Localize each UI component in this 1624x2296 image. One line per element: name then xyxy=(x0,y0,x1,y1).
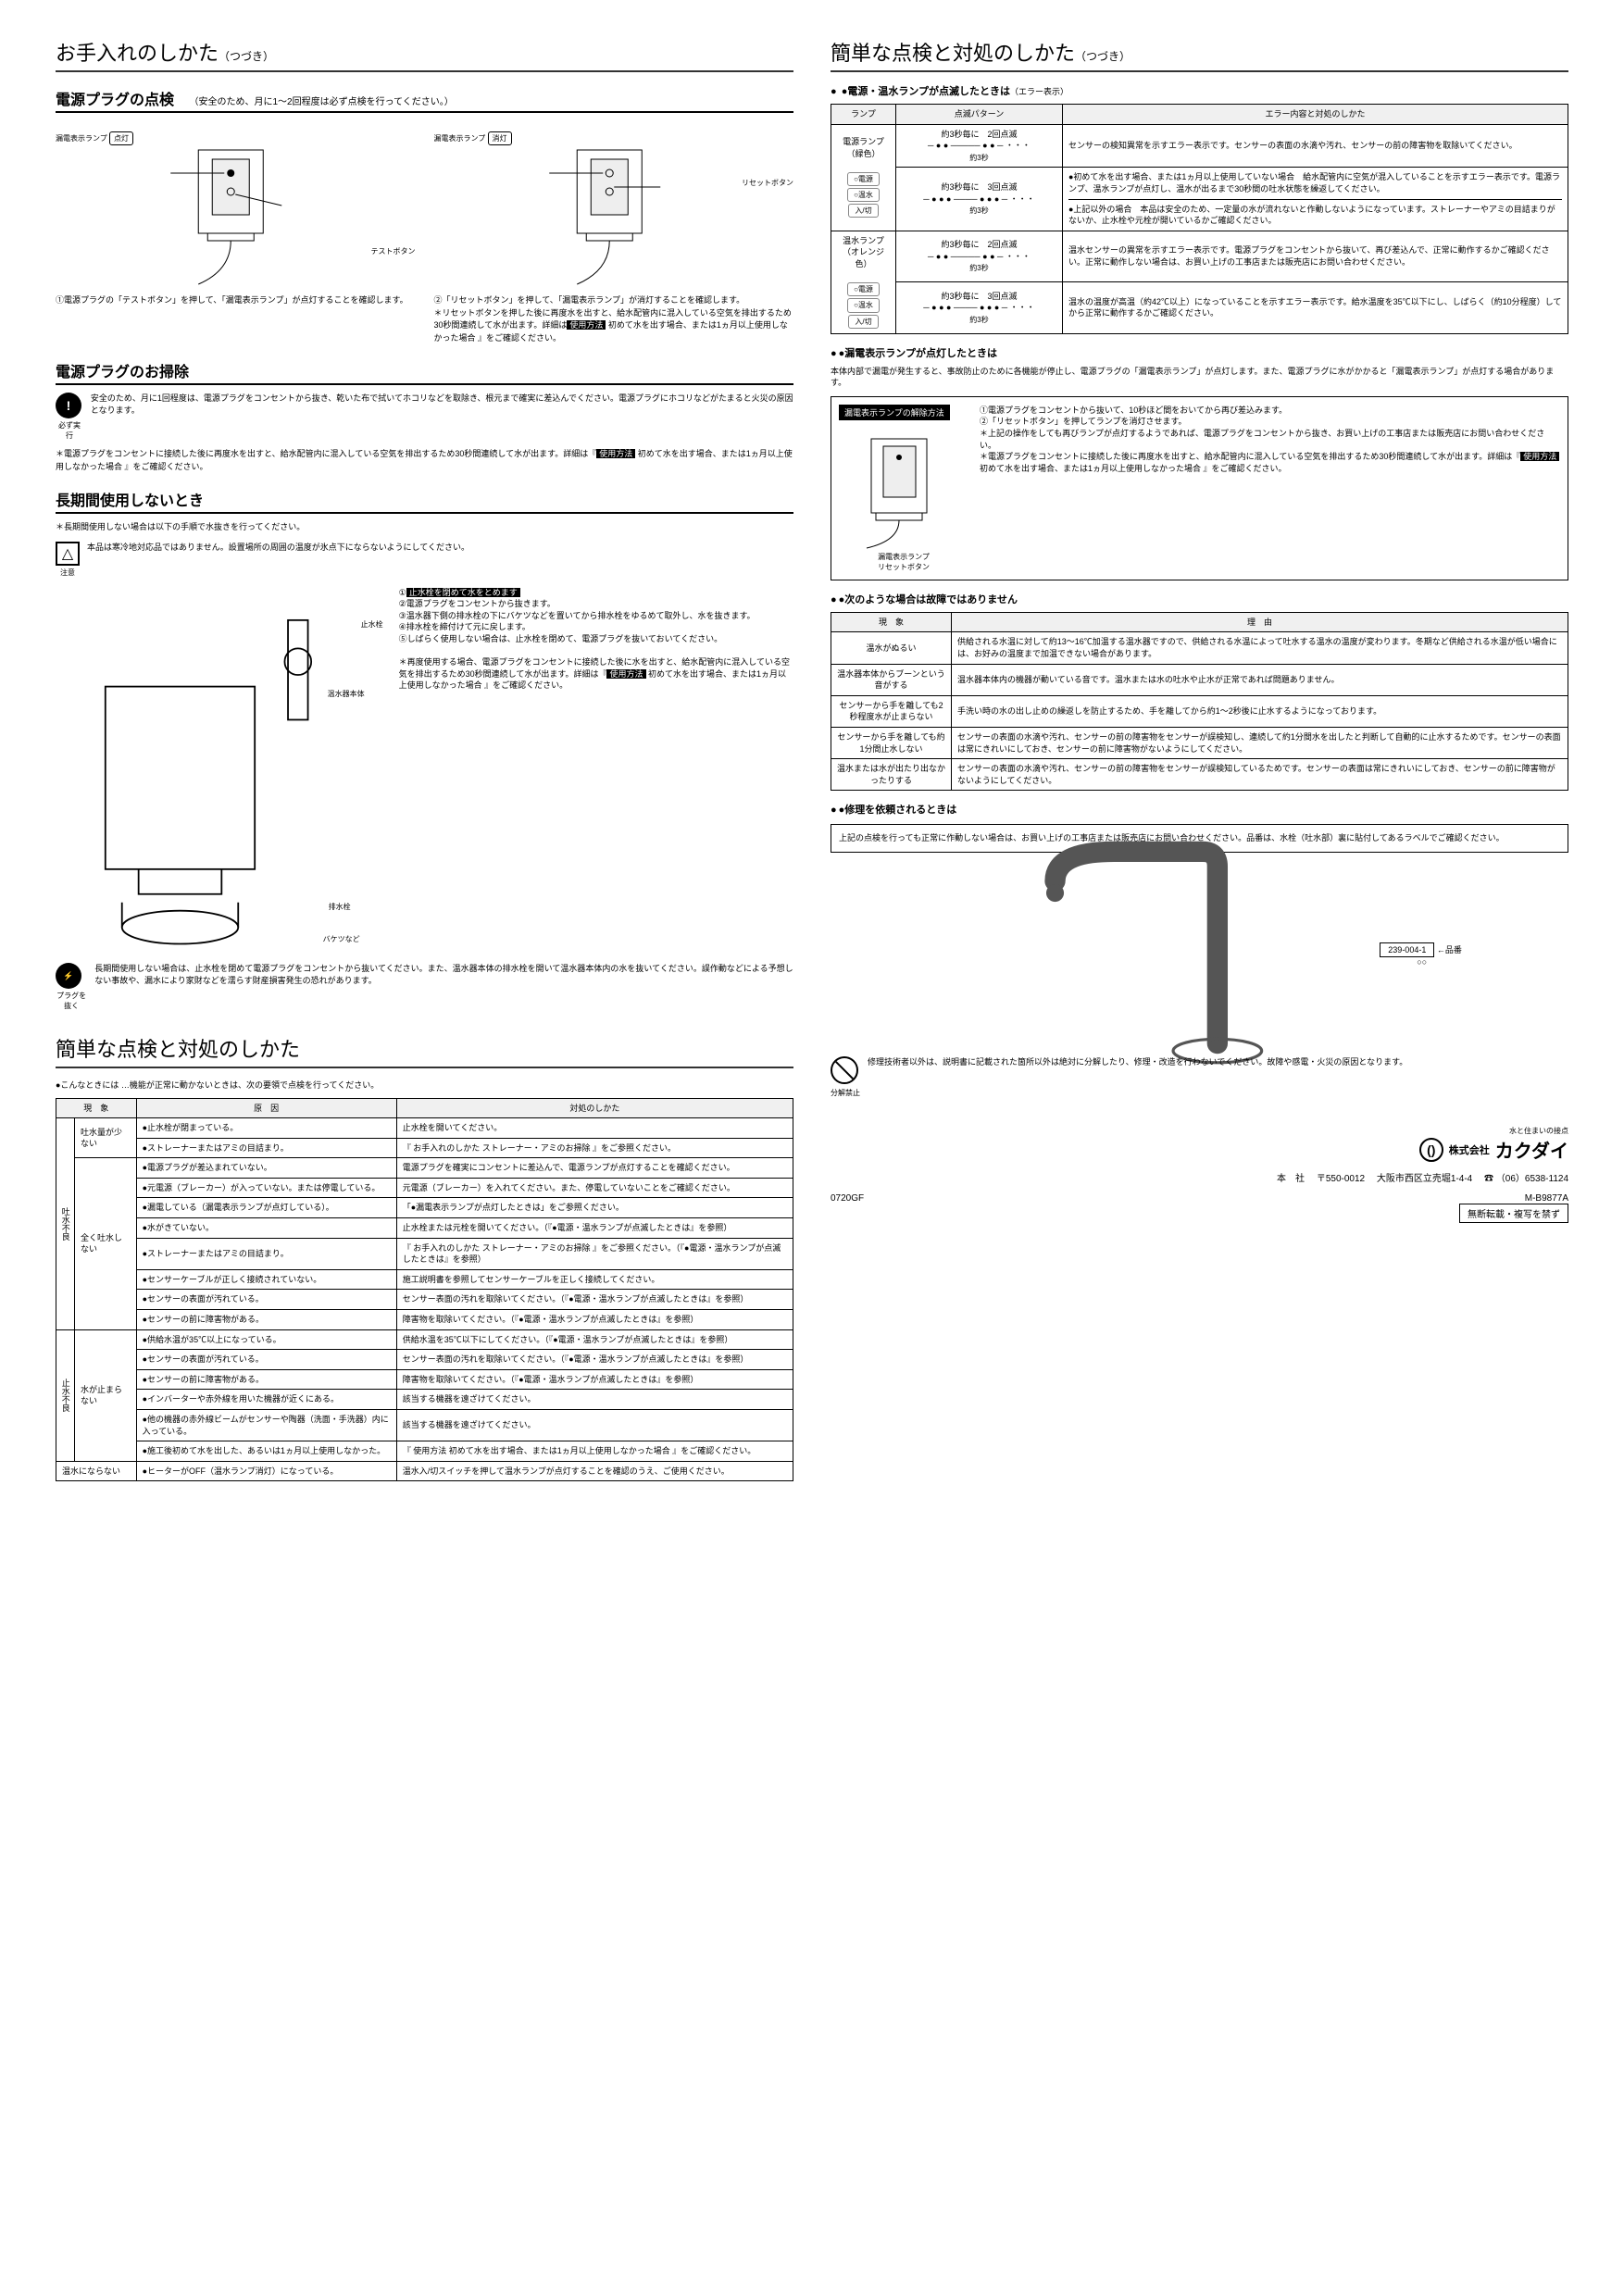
troubleshoot-table: 現 象 原 因 対処のしかた 吐水不良 吐水量が少ない ●止水栓が閉まっている。… xyxy=(56,1098,793,1482)
right-title: 簡単な点検と対処のしかた（つづき） xyxy=(831,37,1568,72)
drain-diagram: 止水栓 温水器本体 排水栓 バケツなど xyxy=(56,587,388,955)
repair-heading: ●修理を依頼されるときは xyxy=(831,802,1568,817)
leak-heading: ●漏電表示ランプが点灯したときは xyxy=(831,345,1568,360)
caution-icon: △ xyxy=(56,542,80,566)
longterm-intro: ＊長期間使用しない場合は以下の手順で水抜きを行ってください。 xyxy=(56,521,793,534)
no-disassemble-text: 修理技術者以外は、説明書に記載された箇所以外は絶対に分解したり、修理・改造を行わ… xyxy=(868,1056,1407,1068)
unplug-text: 長期間使用しない場合は、止水栓を閉めて電源プラグをコンセントから抜いてください。… xyxy=(94,963,793,986)
leak-release-box: 漏電表示ランプの解除方法 漏電表示ランプ リセットボタン ①電源プラグをコンセ xyxy=(831,396,1568,580)
no-disassemble-icon xyxy=(831,1056,858,1084)
plug-step-1: ①電源プラグの「テストボタン」を押して、「漏電表示ランプ」が点灯することを確認し… xyxy=(56,294,416,307)
faucet-diagram: 239-004-1 ←品番 ○○ xyxy=(831,871,1568,1038)
longterm-heading: 長期間使用しないとき xyxy=(56,488,793,514)
error-table: ランプ 点滅パターン エラー内容と対処のしかた 電源ランプ（緑色） ○電源 ○温… xyxy=(831,104,1568,334)
caution-text: 本品は寒冷地対応品ではありません。設置場所の周囲の温度が氷点下にならないようにし… xyxy=(87,542,469,554)
footer: 水と住まいの接点 () 株式会社 カクダイ 本 社 〒550-0012 大阪市西… xyxy=(831,1126,1568,1204)
plug-diagram-1: 漏電表示ランプ 点灯 テストボタン xyxy=(56,122,416,289)
plug-clean-heading: 電源プラグのお掃除 xyxy=(56,359,793,385)
not-fault-table: 現 象理 由 温水がぬるい供給される水温に対して約13〜16℃加温する温水器です… xyxy=(831,612,1568,792)
unplug-icon: ⚡ xyxy=(56,963,81,989)
plug-clean-text: 安全のため、月に1回程度は、電源プラグをコンセントから抜き、乾いた布で拭いてホコ… xyxy=(91,393,793,416)
troubleshoot-intro: ●こんなときには …機能が正常に動かないときは、次の要領で点検を行ってください。 xyxy=(56,1079,793,1092)
must-do-icon: ! xyxy=(56,393,81,418)
plug-step-2: ②「リセットボタン」を押して、「漏電表示ランプ」が消灯することを確認します。 ＊… xyxy=(434,294,794,344)
left-title: お手入れのしかた（つづき） xyxy=(56,37,793,72)
not-fault-heading: ●次のような場合は故障ではありません xyxy=(831,592,1568,606)
drain-steps: ①止水栓を閉めて水をとめます ②電源プラグをコンセントから抜きます。 ③温水器下… xyxy=(399,587,793,955)
troubleshoot-title: 簡単な点検と対処のしかた xyxy=(56,1033,793,1068)
plug-clean-footnote: ＊電源プラグをコンセントに接続した後に再度水を出すと、給水配管内に混入している空… xyxy=(56,448,793,473)
error-heading: ●電源・温水ランプが点滅したときは（エラー表示） xyxy=(831,83,1568,98)
plug-diagram-2: 漏電表示ランプ 消灯 リセットボタン xyxy=(434,122,794,289)
leak-intro: 本体内部で漏電が発生すると、事故防止のために各機能が停止し、電源プラグの「漏電表… xyxy=(831,366,1568,389)
logo-icon: () xyxy=(1419,1138,1443,1162)
plug-check-heading: 電源プラグの点検 （安全のため、月に1〜2回程度は必ず点検を行ってください。） xyxy=(56,87,793,113)
